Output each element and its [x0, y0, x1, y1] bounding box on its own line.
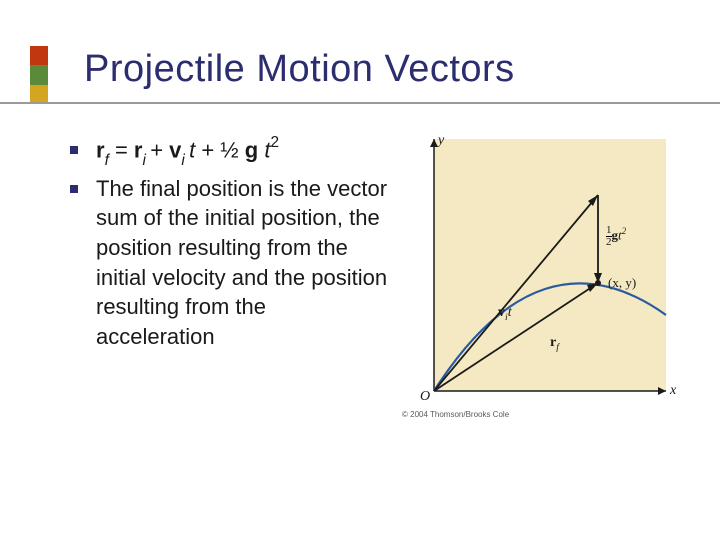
bullet-item: The final position is the vector sum of …: [70, 174, 390, 352]
equation-text: rf = ri + vi t + ½ g t2: [96, 135, 279, 170]
diagram-svg: [400, 135, 680, 425]
x-axis-label: x: [670, 383, 676, 399]
content-area: rf = ri + vi t + ½ g t2 The final positi…: [70, 135, 690, 425]
bullet-icon: [70, 185, 78, 193]
vector-diagram: y x O vit 12gt2 rf (x, y) © 2004 Thomson…: [400, 135, 680, 425]
bullet-list: rf = ri + vi t + ½ g t2 The final positi…: [70, 135, 390, 425]
point-label: (x, y): [608, 275, 636, 291]
description-text: The final position is the vector sum of …: [96, 174, 390, 352]
copyright-text: © 2004 Thomson/Brooks Cole: [402, 410, 509, 419]
bullet-item: rf = ri + vi t + ½ g t2: [70, 135, 390, 170]
origin-label: O: [420, 389, 430, 405]
title-underline: [0, 102, 720, 104]
accent-block: [30, 65, 48, 84]
vit-label: vit: [498, 305, 512, 323]
page-title: Projectile Motion Vectors: [84, 48, 515, 91]
y-axis-label: y: [438, 133, 444, 149]
gt2-label: 12gt2: [606, 225, 626, 248]
bullet-icon: [70, 146, 78, 154]
rf-label: rf: [550, 335, 559, 353]
title-accent: [30, 46, 48, 104]
title-bar: Projectile Motion Vectors: [0, 46, 720, 104]
accent-block: [30, 46, 48, 65]
